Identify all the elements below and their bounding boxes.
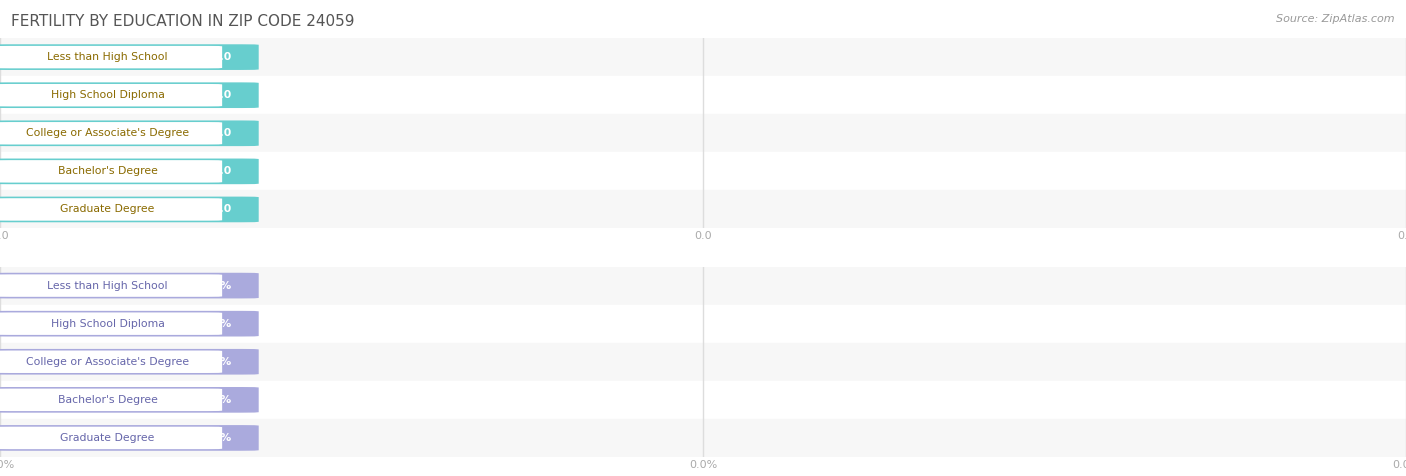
- FancyBboxPatch shape: [0, 82, 259, 108]
- Text: 0.0%: 0.0%: [201, 433, 232, 443]
- Bar: [0, 267, 1406, 305]
- Text: Bachelor's Degree: Bachelor's Degree: [58, 166, 157, 177]
- Text: High School Diploma: High School Diploma: [51, 318, 165, 329]
- Text: FERTILITY BY EDUCATION IN ZIP CODE 24059: FERTILITY BY EDUCATION IN ZIP CODE 24059: [11, 14, 354, 30]
- Text: High School Diploma: High School Diploma: [51, 90, 165, 100]
- Text: Graduate Degree: Graduate Degree: [60, 204, 155, 215]
- Text: College or Associate's Degree: College or Associate's Degree: [25, 357, 190, 367]
- Text: Less than High School: Less than High School: [48, 52, 167, 62]
- FancyBboxPatch shape: [0, 122, 222, 145]
- FancyBboxPatch shape: [0, 159, 259, 184]
- Text: 0.0: 0.0: [212, 90, 232, 100]
- FancyBboxPatch shape: [0, 274, 222, 297]
- Text: 0.0: 0.0: [212, 204, 232, 215]
- Bar: [0, 152, 1406, 190]
- FancyBboxPatch shape: [0, 388, 222, 411]
- Bar: [0, 38, 1406, 76]
- Text: 0.0%: 0.0%: [201, 357, 232, 367]
- FancyBboxPatch shape: [0, 44, 259, 70]
- FancyBboxPatch shape: [0, 160, 222, 183]
- FancyBboxPatch shape: [0, 311, 259, 337]
- Text: Bachelor's Degree: Bachelor's Degree: [58, 395, 157, 405]
- FancyBboxPatch shape: [0, 387, 259, 413]
- Text: 0.0%: 0.0%: [201, 395, 232, 405]
- FancyBboxPatch shape: [0, 425, 259, 451]
- Bar: [0, 381, 1406, 419]
- FancyBboxPatch shape: [0, 273, 259, 298]
- FancyBboxPatch shape: [0, 84, 222, 107]
- Bar: [0, 76, 1406, 114]
- Text: Less than High School: Less than High School: [48, 280, 167, 291]
- Text: Graduate Degree: Graduate Degree: [60, 433, 155, 443]
- FancyBboxPatch shape: [0, 120, 259, 146]
- Text: 0.0: 0.0: [212, 166, 232, 177]
- Text: Source: ZipAtlas.com: Source: ZipAtlas.com: [1277, 14, 1395, 24]
- Bar: [0, 343, 1406, 381]
- FancyBboxPatch shape: [0, 198, 222, 221]
- FancyBboxPatch shape: [0, 349, 259, 375]
- Text: College or Associate's Degree: College or Associate's Degree: [25, 128, 190, 139]
- FancyBboxPatch shape: [0, 46, 222, 69]
- Bar: [0, 114, 1406, 152]
- Bar: [0, 305, 1406, 343]
- Bar: [0, 190, 1406, 228]
- Bar: [0, 419, 1406, 457]
- FancyBboxPatch shape: [0, 312, 222, 335]
- FancyBboxPatch shape: [0, 197, 259, 222]
- FancyBboxPatch shape: [0, 350, 222, 373]
- Text: 0.0%: 0.0%: [201, 318, 232, 329]
- Text: 0.0%: 0.0%: [201, 280, 232, 291]
- Text: 0.0: 0.0: [212, 52, 232, 62]
- FancyBboxPatch shape: [0, 426, 222, 449]
- Text: 0.0: 0.0: [212, 128, 232, 139]
